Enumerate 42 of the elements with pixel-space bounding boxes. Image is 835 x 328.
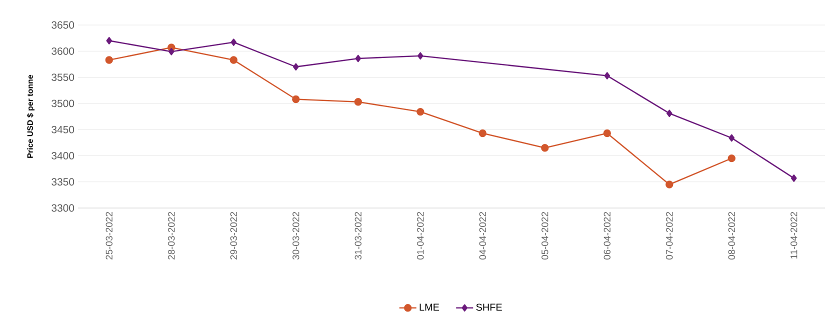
point (417, 52, 424, 60)
legend-label: SHFE (476, 304, 502, 311)
x-tick-label: 07-04-2022 (666, 212, 673, 260)
point (478, 129, 486, 138)
point (604, 72, 610, 80)
x-tick-label: 28-03-2022 (168, 212, 175, 260)
x-tick-label: 04-04-2022 (479, 212, 486, 260)
point (666, 110, 672, 118)
y-tick-label: 3650 (52, 21, 74, 29)
x-tick-label: 08-04-2022 (728, 212, 735, 260)
point (230, 38, 237, 46)
point (666, 180, 674, 188)
point (168, 48, 174, 56)
point (728, 134, 735, 142)
point (603, 129, 611, 138)
point (292, 63, 299, 70)
x-tick-label: 11-04-2022 (790, 212, 798, 259)
point (355, 54, 362, 62)
x-tick-label: 29-03-2022 (230, 212, 237, 260)
x-tick-label: 31-03-2022 (354, 212, 362, 260)
y-tick-label: 3500 (52, 100, 74, 108)
point (230, 56, 238, 64)
point (106, 37, 112, 44)
y-tick-label: 3600 (52, 47, 74, 55)
x-tick-label: 06-04-2022 (604, 212, 610, 260)
x-tick-label: 01-04-2022 (417, 212, 424, 260)
y-tick-label: 3550 (52, 74, 74, 81)
x-tick-label: 05-04-2022 (542, 212, 548, 260)
point (292, 95, 300, 104)
point (728, 154, 736, 162)
x-tick-label: 25-03-2022 (106, 212, 112, 260)
point (541, 144, 549, 152)
y-tick-label: 3350 (52, 178, 74, 186)
y-tick-label: 3450 (52, 126, 74, 134)
x-tick-label: 30-03-2022 (292, 212, 300, 260)
y-tick-label: 3300 (52, 204, 74, 212)
point (790, 174, 797, 182)
point (354, 98, 362, 106)
point (105, 56, 113, 64)
legend-label: LME (420, 304, 440, 311)
y-tick-label: 3400 (52, 152, 74, 160)
point (416, 108, 424, 116)
